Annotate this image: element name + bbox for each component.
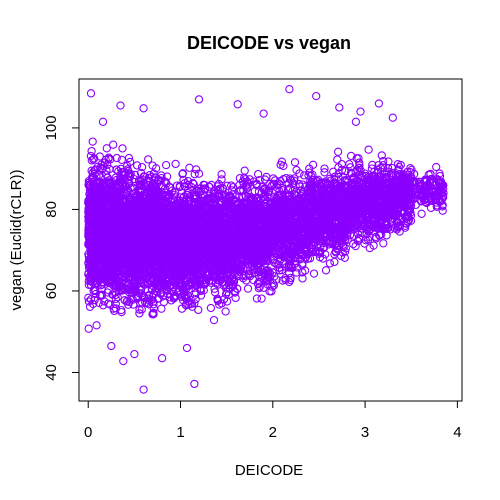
data-point (105, 229, 115, 238)
data-point (101, 170, 111, 179)
data-point (90, 243, 100, 253)
data-point (101, 213, 110, 222)
data-point (96, 195, 105, 204)
data-point (90, 295, 99, 305)
data-point (85, 302, 95, 311)
data-point (98, 254, 107, 263)
data-point (111, 206, 120, 215)
data-point (112, 278, 122, 287)
data-point (87, 232, 97, 241)
data-point (185, 163, 194, 172)
data-point (90, 154, 99, 163)
data-point (97, 274, 106, 283)
data-point (91, 289, 100, 299)
data-point (243, 284, 253, 293)
data-point (161, 160, 171, 170)
data-point (112, 153, 121, 163)
data-point (113, 293, 122, 302)
data-point (85, 195, 95, 204)
data-point (217, 170, 226, 179)
data-point (108, 177, 117, 187)
data-point (94, 227, 104, 236)
data-point (107, 205, 116, 214)
data-point (109, 201, 118, 210)
data-point (92, 321, 101, 330)
data-point (100, 258, 109, 267)
data-point (87, 146, 96, 156)
data-point (112, 175, 121, 185)
data-point (132, 161, 142, 170)
data-point (118, 144, 127, 153)
data-point (171, 159, 180, 169)
data-point (92, 213, 101, 222)
data-point (90, 285, 99, 295)
data-point (91, 286, 100, 296)
data-point (111, 270, 121, 279)
data-point (113, 192, 122, 202)
data-point (209, 315, 219, 325)
data-point (95, 298, 104, 308)
data-point (109, 304, 118, 313)
data-point (102, 166, 111, 175)
points-layer (84, 85, 448, 394)
data-point (91, 184, 100, 194)
data-point (89, 205, 99, 214)
data-point (112, 165, 121, 174)
data-point (109, 140, 118, 149)
data-point (97, 290, 106, 299)
data-point (124, 153, 134, 163)
data-point (115, 283, 124, 292)
data-point (111, 254, 120, 263)
data-point (85, 217, 94, 226)
data-point (111, 294, 120, 304)
data-point (144, 155, 153, 164)
data-point (102, 242, 111, 252)
data-point (112, 234, 121, 243)
data-point (137, 162, 147, 172)
data-point (102, 144, 111, 153)
data-point (95, 222, 104, 231)
data-point (104, 230, 114, 240)
data-point (84, 324, 93, 333)
data-point (109, 254, 118, 263)
data-point (115, 175, 125, 185)
data-point (87, 156, 96, 165)
data-point (87, 166, 96, 175)
data-point (93, 162, 102, 171)
data-point (104, 154, 113, 164)
data-point (98, 181, 108, 191)
data-point (240, 166, 249, 175)
data-point (206, 303, 216, 313)
data-point (84, 297, 94, 306)
data-point (107, 269, 117, 279)
data-point (98, 164, 107, 173)
data-point (96, 205, 105, 214)
data-point (86, 255, 95, 264)
data-point (90, 200, 99, 210)
data-point (100, 240, 110, 249)
data-point (98, 249, 107, 259)
data-point (88, 270, 98, 279)
data-point (108, 187, 118, 196)
data-point (85, 220, 94, 229)
chart-title: DEICODE vs vegan (187, 33, 351, 53)
data-point (91, 190, 100, 199)
data-point (90, 183, 99, 192)
data-point (86, 212, 96, 221)
data-point (98, 245, 107, 254)
data-point (89, 155, 98, 164)
data-point (221, 307, 230, 316)
data-point (97, 206, 107, 215)
data-point (92, 178, 101, 187)
data-point (88, 137, 97, 146)
data-point (190, 170, 199, 179)
data-point (95, 206, 104, 215)
